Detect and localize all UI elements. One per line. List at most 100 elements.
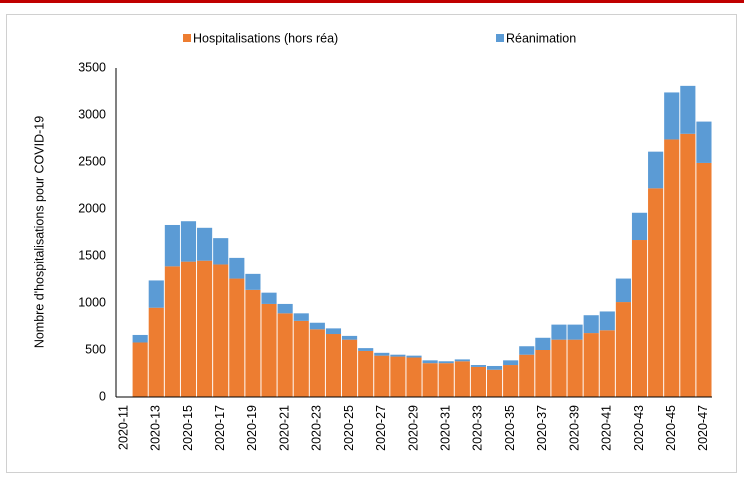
bar-segment — [503, 360, 519, 366]
bar-segment — [680, 85, 696, 134]
bar-segment — [422, 363, 438, 397]
legend-swatch — [496, 34, 504, 42]
y-tick-label: 1500 — [78, 248, 106, 262]
bar-segment — [696, 162, 712, 397]
bar-segment — [615, 302, 631, 397]
bar-segment — [664, 139, 680, 397]
bar-segment — [245, 289, 261, 397]
bar-segment — [680, 133, 696, 398]
bar-segment — [358, 348, 374, 351]
x-tick-label: 2020-13 — [149, 405, 163, 451]
bar-segment — [454, 359, 470, 362]
y-tick-label: 0 — [99, 389, 106, 403]
bar-segment — [438, 361, 454, 364]
y-axis-label: Nombre d'hospitalisations pour COVID-19 — [32, 116, 46, 348]
bar-segment — [486, 365, 503, 370]
bar-segment — [229, 257, 245, 279]
bar-segment — [164, 224, 180, 267]
bar-segment — [229, 278, 245, 397]
bar-segment — [277, 303, 293, 314]
bar-segment — [551, 339, 567, 397]
bar-segment — [277, 313, 293, 397]
x-tick-label: 2020-47 — [696, 405, 710, 451]
bar-segment — [197, 227, 213, 261]
bar-segment — [583, 333, 599, 397]
x-tick-label: 2020-21 — [277, 405, 291, 451]
bar-segment — [631, 212, 648, 241]
x-tick-label: 2020-41 — [600, 405, 614, 451]
bar-segment — [390, 356, 406, 397]
x-tick-label: 2020-39 — [567, 405, 581, 451]
bar-segment — [197, 260, 213, 397]
bar-segment — [631, 240, 648, 397]
bar-segment — [535, 350, 551, 397]
bar-segment — [470, 366, 487, 397]
bar-segment — [486, 369, 503, 397]
bar-segment — [567, 339, 583, 397]
bar-segment — [341, 339, 358, 397]
bar-segment — [261, 303, 277, 397]
bar-segment — [148, 307, 164, 397]
bar-segment — [374, 355, 390, 397]
bar-segment — [132, 342, 148, 397]
legend-label: Hospitalisations (hors réa) — [193, 31, 338, 45]
y-tick-label: 3500 — [78, 60, 106, 74]
legend-label: Réanimation — [506, 31, 576, 45]
bar-segment — [164, 266, 180, 397]
bar-segment — [325, 334, 342, 397]
bar-segment — [374, 352, 390, 356]
x-tick-label: 2020-17 — [213, 405, 227, 451]
x-tick-label: 2020-33 — [471, 405, 485, 451]
bar-segment — [213, 264, 229, 397]
x-tick-label: 2020-45 — [664, 405, 678, 451]
bar-segment — [213, 238, 229, 265]
x-tick-label: 2020-15 — [181, 405, 195, 451]
bar-segment — [551, 324, 567, 340]
x-tick-label: 2020-25 — [342, 405, 356, 451]
bar-segment — [261, 292, 277, 304]
bar-segment — [309, 322, 325, 330]
bar-segment — [519, 354, 535, 397]
y-tick-label: 2000 — [78, 201, 106, 215]
top-rule — [0, 0, 744, 3]
bar-segment — [503, 365, 519, 397]
bar-segment — [599, 330, 615, 397]
bar-segment — [390, 354, 406, 357]
bar-segment — [293, 320, 309, 397]
bar-segment — [438, 363, 454, 397]
bar-segment — [358, 350, 374, 397]
bar-segment — [599, 311, 615, 331]
bar-segment — [535, 337, 551, 350]
y-tick-label: 500 — [85, 342, 106, 356]
y-tick-label: 1000 — [78, 295, 106, 309]
bar-segment — [664, 92, 680, 140]
bar-segment — [406, 355, 422, 358]
x-tick-label: 2020-19 — [245, 405, 259, 451]
x-tick-label: 2020-11 — [116, 405, 130, 450]
bar-segment — [696, 121, 712, 163]
y-tick-label: 3000 — [78, 107, 106, 121]
y-tick-label: 2500 — [78, 154, 106, 168]
x-tick-label: 2020-31 — [439, 405, 453, 451]
bar-segment — [245, 273, 261, 290]
bar-segment — [470, 365, 487, 367]
x-tick-label: 2020-27 — [374, 405, 388, 451]
bar-segment — [615, 278, 631, 303]
bar-segment — [567, 324, 583, 340]
bar-segment — [341, 335, 358, 340]
bar-segment — [180, 261, 197, 397]
bar-segment — [422, 360, 438, 364]
x-tick-label: 2020-23 — [310, 405, 324, 451]
bar-segment — [519, 346, 535, 355]
bar-segment — [325, 328, 342, 335]
bar-segment — [648, 151, 664, 189]
x-tick-label: 2020-29 — [406, 405, 420, 451]
bar-segment — [309, 329, 325, 397]
bar-segment — [583, 315, 599, 334]
bar-segment — [648, 188, 664, 397]
bar-segment — [148, 280, 164, 308]
bar-segment — [132, 334, 148, 343]
x-tick-label: 2020-43 — [632, 405, 646, 451]
x-tick-label: 2020-35 — [503, 405, 517, 451]
